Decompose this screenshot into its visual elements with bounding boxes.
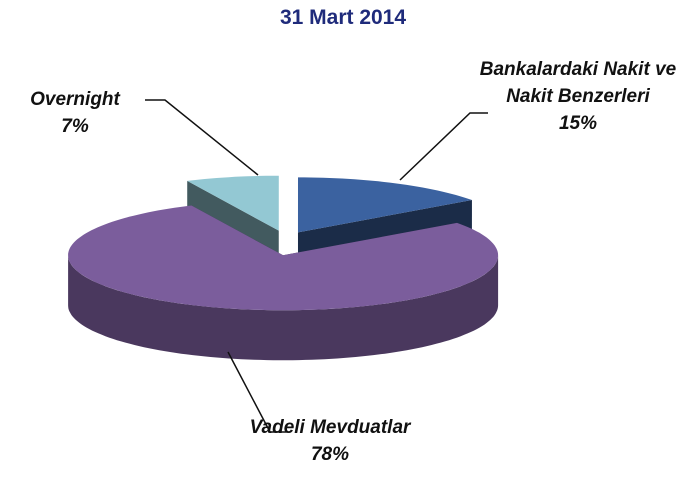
value-label: 78% bbox=[310, 444, 350, 465]
slice-label: Vadeli Mevduatlar 78% bbox=[240, 414, 420, 468]
slice-label: Overnight 7% bbox=[0, 86, 150, 140]
leader-line bbox=[145, 99, 259, 176]
leader-line bbox=[227, 351, 288, 433]
category-label: Vadeli Mevduatlar bbox=[249, 417, 411, 438]
slice bbox=[68, 205, 499, 311]
value-label: 15% bbox=[558, 113, 598, 134]
slice bbox=[297, 177, 472, 233]
slice-side bbox=[68, 255, 499, 361]
chart-title: 31 Mart 2014 bbox=[279, 6, 407, 29]
slice-label: Bankalardaki Nakit ve Nakit Benzerleri 1… bbox=[478, 56, 678, 137]
leader-line bbox=[399, 112, 488, 181]
pie bbox=[68, 175, 499, 361]
category-label: Bankalardaki Nakit ve Nakit Benzerleri bbox=[479, 59, 677, 107]
category-label: Overnight bbox=[30, 89, 120, 110]
slice bbox=[187, 175, 279, 231]
value-label: 7% bbox=[61, 116, 89, 137]
